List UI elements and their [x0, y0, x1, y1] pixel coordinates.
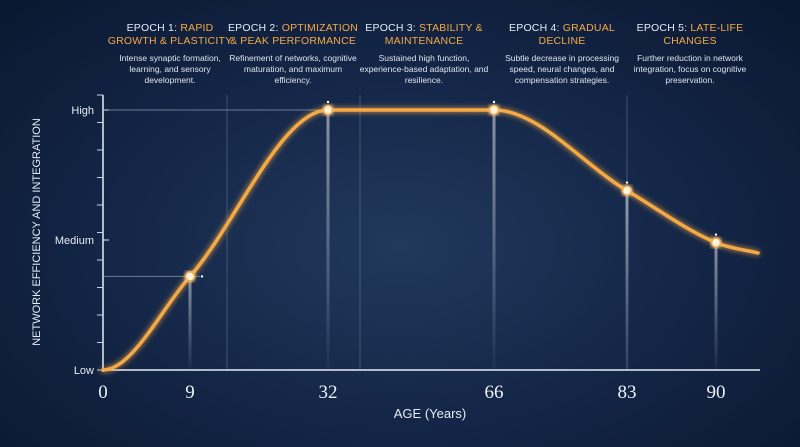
epoch-description: Sustained high function, experience-base… [359, 53, 489, 85]
point [488, 104, 500, 116]
y-tick-label: Medium [55, 235, 94, 247]
epoch-heading: EPOCH 4: GRADUAL DECLINE [496, 22, 628, 48]
spark [625, 181, 629, 184]
epoch-label: EPOCH 1: [126, 22, 178, 34]
point [322, 104, 334, 116]
epoch-annotation: EPOCH 4: GRADUAL DECLINE Subtle decrease … [496, 22, 628, 86]
epoch-title: OPTIMIZATION & PEAK PERFORMANCE [229, 22, 359, 47]
epoch-annotation: EPOCH 2: OPTIMIZATION & PEAK PERFORMANCE… [227, 22, 359, 86]
x-tick-label: 0 [98, 382, 108, 403]
point [184, 271, 196, 282]
spark [200, 275, 204, 278]
spark [326, 100, 330, 104]
v-guide [492, 110, 496, 370]
epoch-title: LATE-LIFE CHANGES [663, 22, 744, 47]
epoch-heading: EPOCH 2: OPTIMIZATION & PEAK PERFORMANCE [227, 22, 359, 48]
epoch-title: RAPID GROWTH & PLASTICITY [107, 22, 233, 47]
epoch-description: Further reduction in network integration… [633, 53, 747, 85]
epoch-description: Refinement of networks, cognitive matura… [229, 53, 357, 85]
epoch-label: EPOCH 5: [636, 22, 688, 34]
epoch-annotation: EPOCH 3: STABILITY & MAINTENANCE Sustaine… [358, 22, 490, 86]
line [101, 108, 760, 372]
v-guide [625, 190, 629, 370]
x-axis-title: AGE (Years) [394, 406, 467, 421]
epoch-label: EPOCH 3: [365, 22, 416, 34]
x-tick-label: 90 [707, 382, 726, 403]
epoch-label: EPOCH 4: [509, 22, 560, 34]
epoch-description: Intense synaptic formation, learning, an… [119, 53, 221, 85]
x-tick-label: 83 [618, 382, 637, 403]
x-tick-label: 32 [319, 382, 338, 403]
v-guide [188, 276, 192, 370]
epoch-label: EPOCH 2: [227, 22, 279, 34]
epoch-heading: EPOCH 1: RAPID GROWTH & PLASTICITY [104, 22, 236, 48]
x-tick-label: 66 [485, 382, 504, 403]
x-tick-label: 9 [185, 382, 195, 403]
epoch-heading: EPOCH 5: LATE-LIFE CHANGES [624, 22, 756, 48]
epoch-title: STABILITY & MAINTENANCE [384, 22, 483, 47]
epoch-annotation: EPOCH 5: LATE-LIFE CHANGES Further reduct… [624, 22, 756, 86]
epoch-heading: EPOCH 3: STABILITY & MAINTENANCE [358, 22, 490, 48]
y-tick-label: Low [74, 365, 94, 377]
spark [492, 100, 496, 104]
epoch-annotation: EPOCH 1: RAPID GROWTH & PLASTICITY Intens… [104, 22, 236, 86]
point [710, 237, 722, 248]
y-tick-label: High [71, 105, 94, 117]
spark [714, 233, 718, 236]
v-guide [714, 242, 718, 370]
v-guide [326, 110, 330, 370]
point [621, 185, 633, 196]
y-axis-title: NETWORK EFFICIENCY AND INTEGRATION [31, 118, 43, 346]
epoch-title: GRADUAL DECLINE [538, 22, 615, 47]
epoch-description: Subtle decrease in processing speed, neu… [505, 53, 619, 85]
